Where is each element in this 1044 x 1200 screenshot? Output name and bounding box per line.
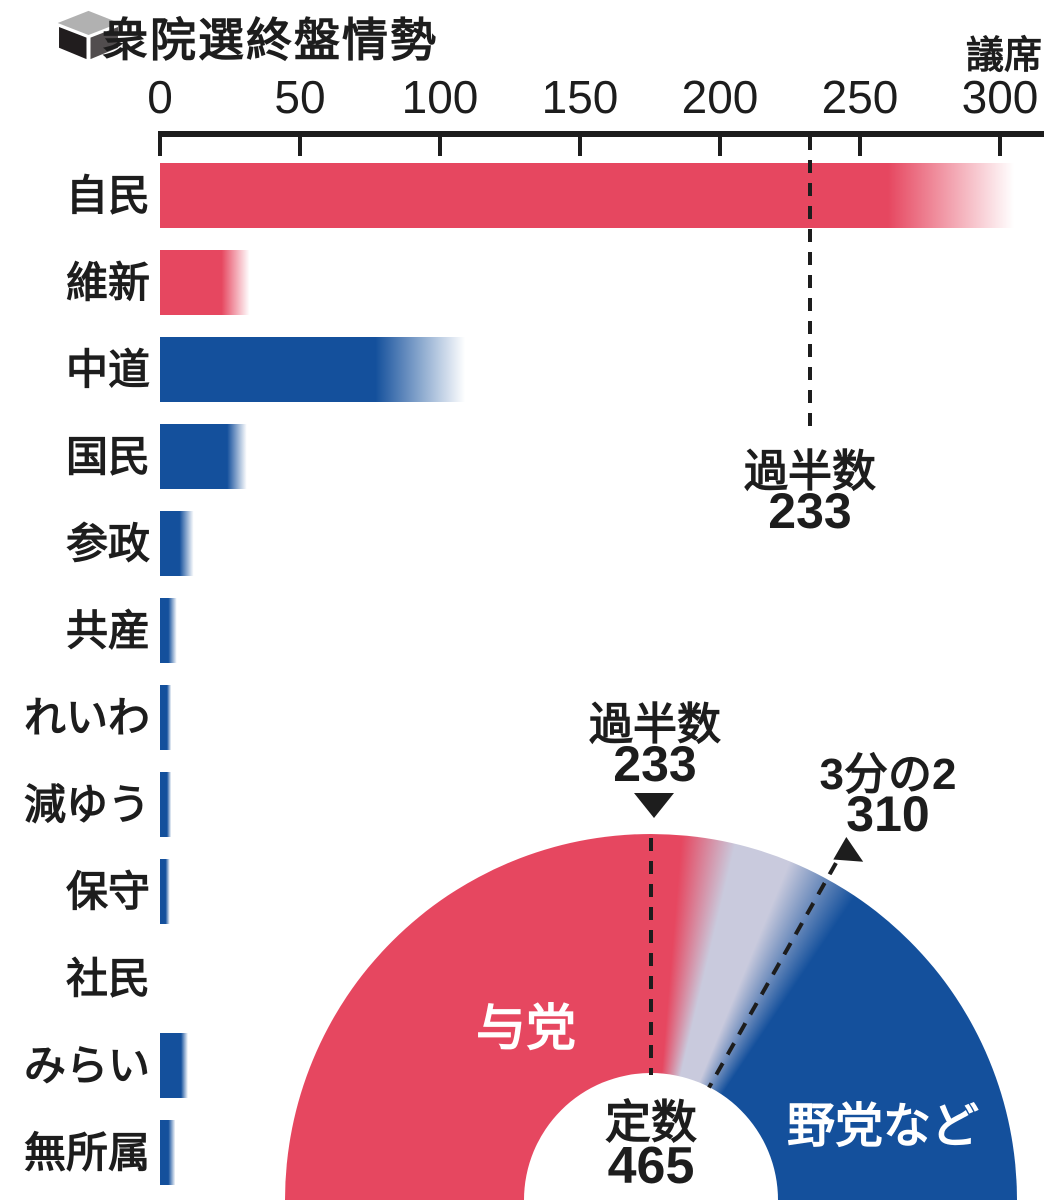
party-label: れいわ bbox=[23, 694, 150, 741]
axis-tick bbox=[718, 137, 722, 156]
party-label: 保守 bbox=[65, 868, 150, 915]
axis-tick-label: 50 bbox=[274, 71, 326, 123]
gauge-majority-label: 過半数 bbox=[589, 700, 721, 749]
axis-tick bbox=[998, 137, 1002, 156]
axis-tick bbox=[298, 137, 302, 156]
axis-tick bbox=[158, 137, 162, 156]
seat-bar bbox=[160, 859, 170, 924]
party-label: 中道 bbox=[65, 346, 150, 393]
seat-bar bbox=[160, 163, 1014, 228]
party-label: 維新 bbox=[65, 259, 150, 306]
majority-dashed-line bbox=[808, 137, 812, 429]
seat-bar bbox=[160, 337, 466, 402]
axis-tick bbox=[578, 137, 582, 156]
seat-bar bbox=[160, 1120, 176, 1185]
axis-unit-label: 議席 bbox=[965, 35, 1042, 77]
axis-tick-label: 100 bbox=[401, 71, 479, 123]
majority-value: 233 bbox=[768, 483, 852, 539]
party-label: 国民 bbox=[65, 433, 150, 480]
total-seats-label: 定数 bbox=[605, 1096, 697, 1148]
ruling-party-label: 与党 bbox=[476, 1000, 576, 1056]
party-label: 参政 bbox=[65, 520, 150, 567]
total-seats-value: 465 bbox=[607, 1137, 695, 1195]
axis-tick-label: 150 bbox=[541, 71, 619, 123]
party-label: 自民 bbox=[65, 172, 150, 219]
party-label: 社民 bbox=[65, 955, 150, 1002]
gauge-majority-value: 233 bbox=[613, 736, 697, 792]
title-cube-icon bbox=[57, 10, 120, 60]
seat-bar bbox=[160, 685, 172, 750]
seat-bar bbox=[160, 598, 177, 663]
seat-bar bbox=[160, 772, 172, 837]
page-title: 衆院選終盤情勢 bbox=[102, 14, 438, 66]
axis-tick-label: 0 bbox=[147, 71, 173, 123]
majority-marker-down-icon bbox=[634, 793, 674, 818]
axis-tick bbox=[858, 137, 862, 156]
axis-tick bbox=[438, 137, 442, 156]
majority-label: 過半数 bbox=[744, 447, 876, 496]
seat-bar bbox=[160, 250, 250, 315]
party-label: みらい bbox=[23, 1042, 150, 1089]
axis-tick-label: 250 bbox=[821, 71, 899, 123]
gauge-majority-line bbox=[649, 838, 653, 1075]
two-thirds-label: 3分の2 bbox=[819, 750, 957, 799]
opposition-label: 野党など bbox=[786, 1100, 979, 1153]
seat-axis-line bbox=[158, 131, 1044, 137]
axis-tick-label: 300 bbox=[961, 71, 1039, 123]
axis-tick-label: 200 bbox=[681, 71, 759, 123]
seat-bar bbox=[160, 511, 194, 576]
party-label: 無所属 bbox=[23, 1129, 150, 1176]
seat-bar bbox=[160, 1033, 188, 1098]
party-label: 減ゆう bbox=[23, 781, 150, 828]
two-thirds-value: 310 bbox=[846, 786, 930, 842]
seat-bar bbox=[160, 424, 247, 489]
party-label: 共産 bbox=[65, 607, 150, 654]
